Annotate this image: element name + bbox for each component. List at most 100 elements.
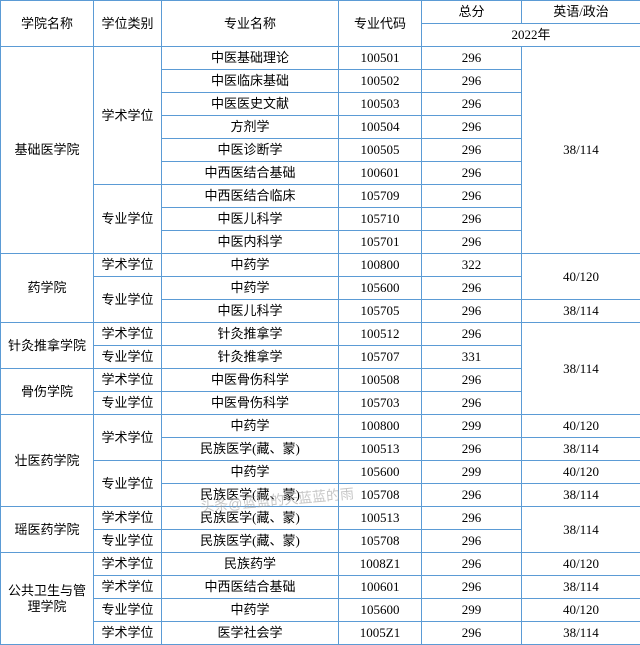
major-name: 针灸推拿学 — [162, 323, 339, 346]
major-name: 民族医学(藏、蒙) — [162, 438, 339, 461]
total-score: 296 — [422, 47, 522, 70]
total-score: 296 — [422, 576, 522, 599]
college-name: 针灸推拿学院 — [1, 323, 94, 369]
hdr-eng: 英语/政治 — [522, 1, 640, 24]
degree-type: 学术学位 — [94, 622, 162, 645]
total-score: 299 — [422, 415, 522, 438]
major-name: 中西医结合基础 — [162, 576, 339, 599]
eng-score: 40/120 — [522, 553, 640, 576]
total-score: 322 — [422, 254, 522, 277]
admission-table: 学院名称学位类别专业名称专业代码总分英语/政治2022年基础医学院学术学位中医基… — [0, 0, 640, 645]
degree-type: 专业学位 — [94, 277, 162, 323]
major-code: 1008Z1 — [339, 553, 422, 576]
total-score: 296 — [422, 369, 522, 392]
total-score: 296 — [422, 438, 522, 461]
eng-score: 38/114 — [522, 576, 640, 599]
college-name: 药学院 — [1, 254, 94, 323]
major-code: 100512 — [339, 323, 422, 346]
hdr-degree: 学位类别 — [94, 1, 162, 47]
major-code: 100505 — [339, 139, 422, 162]
total-score: 296 — [422, 93, 522, 116]
hdr-code: 专业代码 — [339, 1, 422, 47]
degree-type: 学术学位 — [94, 576, 162, 599]
degree-type: 学术学位 — [94, 415, 162, 461]
major-name: 中医儿科学 — [162, 208, 339, 231]
hdr-year: 2022年 — [422, 24, 640, 47]
degree-type: 专业学位 — [94, 185, 162, 254]
major-code: 100800 — [339, 415, 422, 438]
major-name: 中医医史文献 — [162, 93, 339, 116]
major-code: 100513 — [339, 507, 422, 530]
major-code: 105600 — [339, 461, 422, 484]
major-code: 100502 — [339, 70, 422, 93]
hdr-major: 专业名称 — [162, 1, 339, 47]
major-code: 1005Z1 — [339, 622, 422, 645]
major-code: 100601 — [339, 576, 422, 599]
college-name: 壮医药学院 — [1, 415, 94, 507]
total-score: 296 — [422, 622, 522, 645]
total-score: 296 — [422, 530, 522, 553]
major-code: 105701 — [339, 231, 422, 254]
total-score: 296 — [422, 553, 522, 576]
eng-score: 38/114 — [522, 47, 640, 254]
degree-type: 学术学位 — [94, 254, 162, 277]
major-code: 105710 — [339, 208, 422, 231]
total-score: 296 — [422, 392, 522, 415]
degree-type: 专业学位 — [94, 530, 162, 553]
degree-type: 学术学位 — [94, 323, 162, 346]
major-code: 105600 — [339, 277, 422, 300]
major-name: 民族医学(藏、蒙) — [162, 530, 339, 553]
degree-type: 专业学位 — [94, 392, 162, 415]
major-name: 中药学 — [162, 461, 339, 484]
major-code: 100504 — [339, 116, 422, 139]
eng-score: 38/114 — [522, 323, 640, 415]
major-code: 105600 — [339, 599, 422, 622]
degree-type: 专业学位 — [94, 461, 162, 507]
major-code: 105707 — [339, 346, 422, 369]
degree-type: 学术学位 — [94, 507, 162, 530]
college-name: 公共卫生与管理学院 — [1, 553, 94, 645]
major-code: 105708 — [339, 484, 422, 507]
major-name: 中医诊断学 — [162, 139, 339, 162]
major-name: 医学社会学 — [162, 622, 339, 645]
major-name: 民族医学(藏、蒙) — [162, 507, 339, 530]
degree-type: 学术学位 — [94, 553, 162, 576]
major-code: 100800 — [339, 254, 422, 277]
major-name: 民族药学 — [162, 553, 339, 576]
major-name: 中药学 — [162, 415, 339, 438]
major-name: 中医骨伤科学 — [162, 369, 339, 392]
total-score: 296 — [422, 323, 522, 346]
major-name: 民族医学(藏、蒙) — [162, 484, 339, 507]
eng-score: 40/120 — [522, 461, 640, 484]
total-score: 296 — [422, 70, 522, 93]
major-code: 100503 — [339, 93, 422, 116]
major-name: 中医临床基础 — [162, 70, 339, 93]
major-name: 中医基础理论 — [162, 47, 339, 70]
hdr-total: 总分 — [422, 1, 522, 24]
major-name: 中西医结合基础 — [162, 162, 339, 185]
major-code: 105705 — [339, 300, 422, 323]
eng-score: 38/114 — [522, 622, 640, 645]
major-code: 105708 — [339, 530, 422, 553]
major-name: 中医儿科学 — [162, 300, 339, 323]
eng-score: 40/120 — [522, 254, 640, 300]
eng-score: 38/114 — [522, 300, 640, 323]
total-score: 296 — [422, 484, 522, 507]
major-name: 中药学 — [162, 254, 339, 277]
total-score: 296 — [422, 231, 522, 254]
college-name: 骨伤学院 — [1, 369, 94, 415]
major-name: 中医内科学 — [162, 231, 339, 254]
major-code: 100501 — [339, 47, 422, 70]
total-score: 296 — [422, 507, 522, 530]
total-score: 299 — [422, 461, 522, 484]
eng-score: 40/120 — [522, 599, 640, 622]
total-score: 296 — [422, 162, 522, 185]
major-name: 中医骨伤科学 — [162, 392, 339, 415]
degree-type: 学术学位 — [94, 47, 162, 185]
major-code: 100513 — [339, 438, 422, 461]
major-name: 方剂学 — [162, 116, 339, 139]
total-score: 296 — [422, 208, 522, 231]
total-score: 296 — [422, 139, 522, 162]
major-code: 105709 — [339, 185, 422, 208]
major-code: 100601 — [339, 162, 422, 185]
